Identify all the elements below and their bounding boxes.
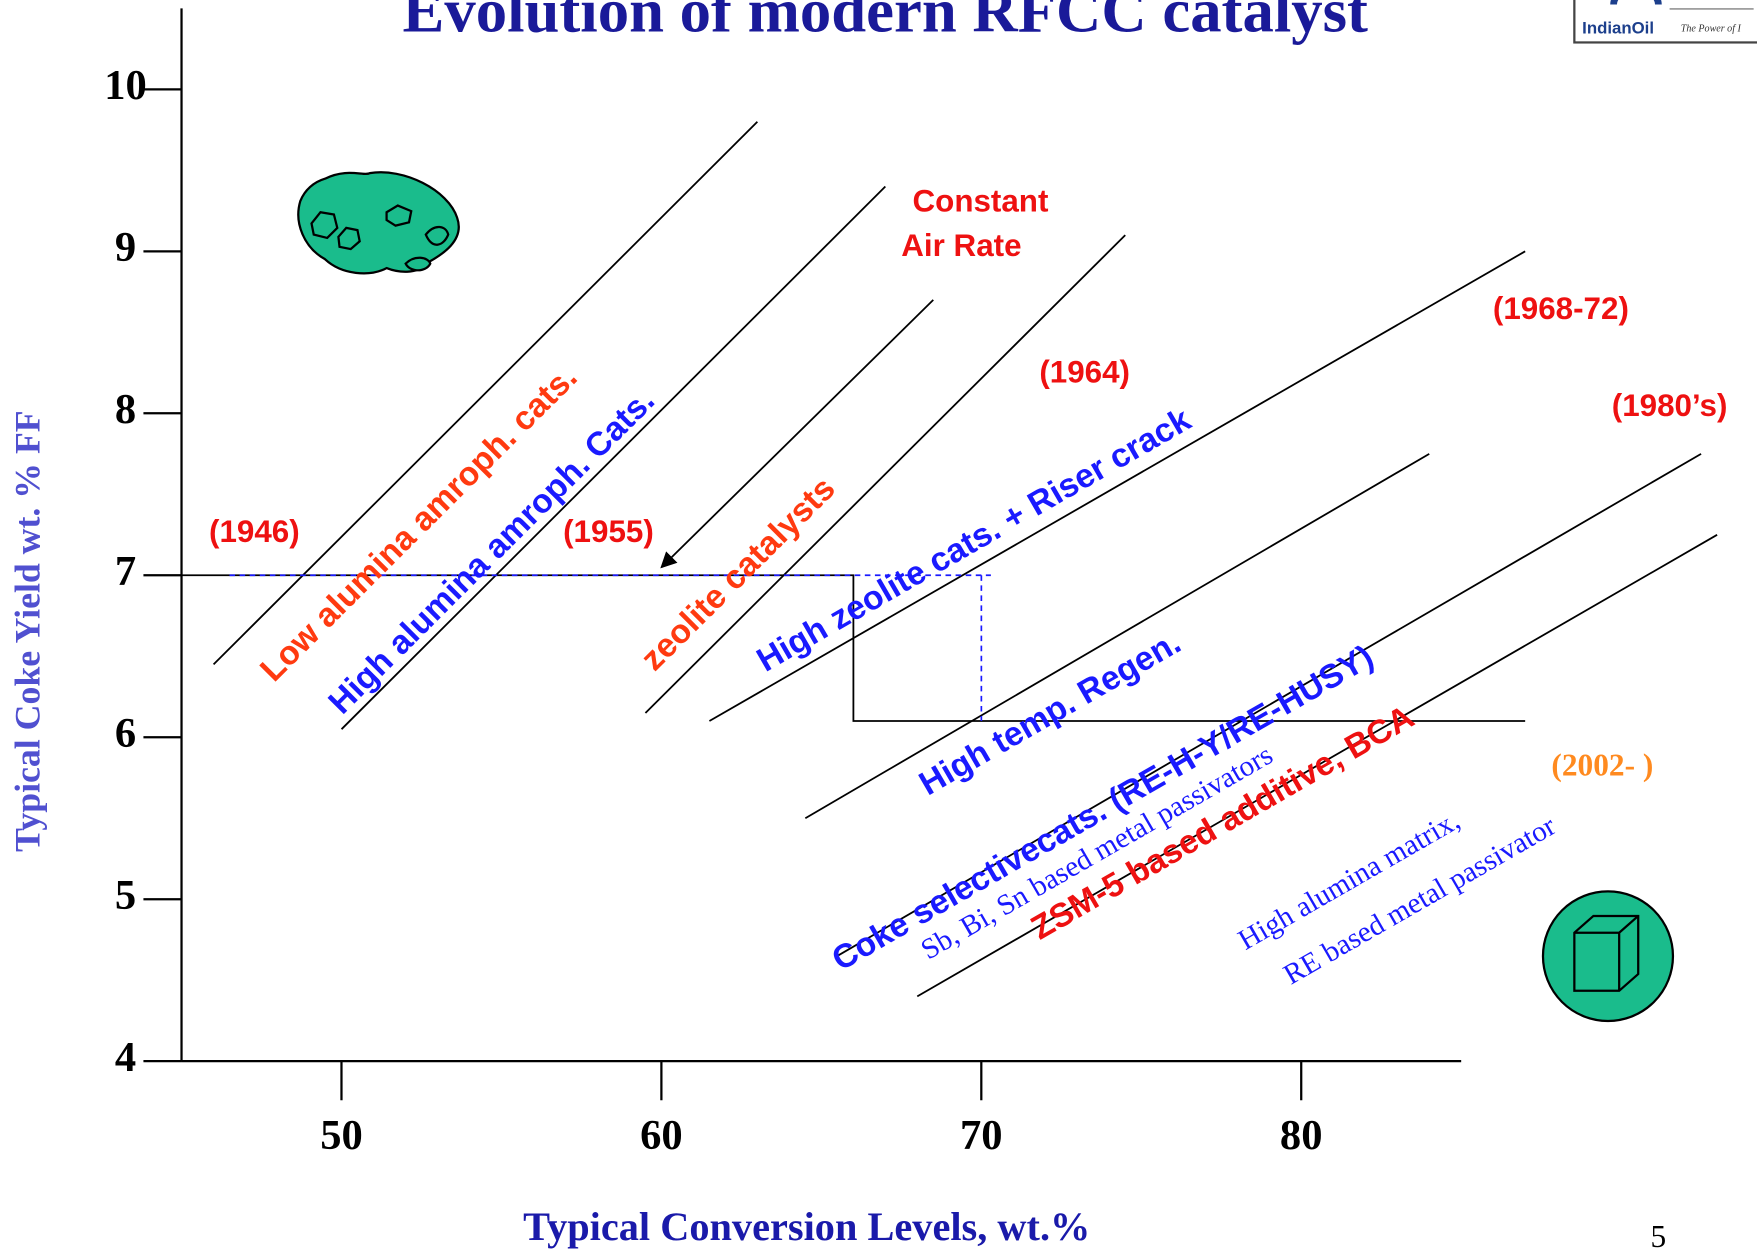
annotation: (1968-72)	[1493, 291, 1629, 326]
x-tick-label: 80	[1280, 1112, 1323, 1159]
x-tick-label: 50	[320, 1112, 363, 1159]
y-tick-label: 5	[115, 872, 136, 919]
page: {"chart_data": { "type": "line", "title"…	[0, 0, 1757, 1260]
annotation: Constant	[913, 184, 1049, 219]
x-tick-label: 70	[960, 1112, 1003, 1159]
y-tick-label: 7	[115, 548, 136, 595]
slide: Evolution of modern RFCC catalyst Indian…	[0, 0, 1757, 1260]
logo-name: IndianOil	[1582, 18, 1654, 37]
y-tick-label: 10	[104, 62, 147, 109]
chart-title: Evolution of modern RFCC catalyst	[402, 0, 1368, 45]
y-tick-label: 4	[115, 1034, 136, 1081]
y-axis-label: Typical Coke Yield wt. % FF	[8, 410, 48, 851]
annotation: (1946)	[209, 514, 300, 549]
logo-tagline: The Power of I	[1681, 23, 1742, 34]
annotation: (1964)	[1039, 355, 1130, 390]
annotation: (1955)	[563, 514, 654, 549]
x-axis-label: Typical Conversion Levels, wt.%	[523, 1204, 1090, 1249]
amorphous-particle-icon	[298, 172, 458, 273]
zeolite-crystal-icon	[1543, 891, 1673, 1021]
annotation: (1980’s)	[1612, 388, 1728, 423]
y-tick-label: 8	[115, 386, 136, 433]
y-tick-label: 6	[115, 710, 136, 757]
logo: IndianOil The Power of I	[1574, 0, 1757, 42]
x-tick-label: 60	[640, 1112, 683, 1159]
annotation: (2002- )	[1551, 748, 1653, 783]
page-number: 5	[1651, 1219, 1667, 1254]
annotation: Air Rate	[901, 228, 1021, 263]
y-tick-label: 9	[115, 224, 136, 271]
